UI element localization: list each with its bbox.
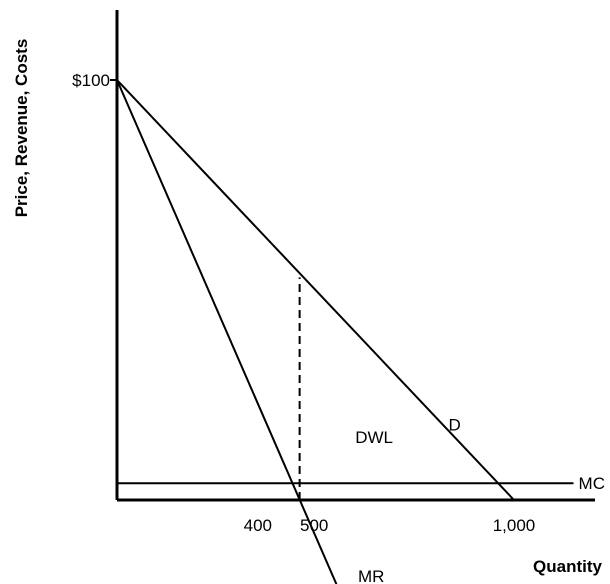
x-tick-label-1000: 1,000 xyxy=(493,516,536,535)
x-axis-label: Quantity xyxy=(533,557,602,576)
y-axis-label: Price, Revenue, Costs xyxy=(12,39,31,218)
series-d-line xyxy=(116,79,515,501)
annotation-mc: MC xyxy=(579,474,605,493)
series-mr-line xyxy=(116,79,338,584)
x-tick-label-500: 500 xyxy=(300,516,328,535)
axes-layer xyxy=(115,10,595,502)
annotation-dwl: DWL xyxy=(355,428,393,447)
annotation-mr: MR xyxy=(358,567,384,584)
x-tick-label-400: 400 xyxy=(244,516,272,535)
y-tick-label-100: $100 xyxy=(72,71,110,90)
plot-layer xyxy=(110,79,574,584)
label-layer: 400 500 1,000 $100 DWL D MC MR xyxy=(72,71,605,584)
annotation-d: D xyxy=(448,415,460,434)
